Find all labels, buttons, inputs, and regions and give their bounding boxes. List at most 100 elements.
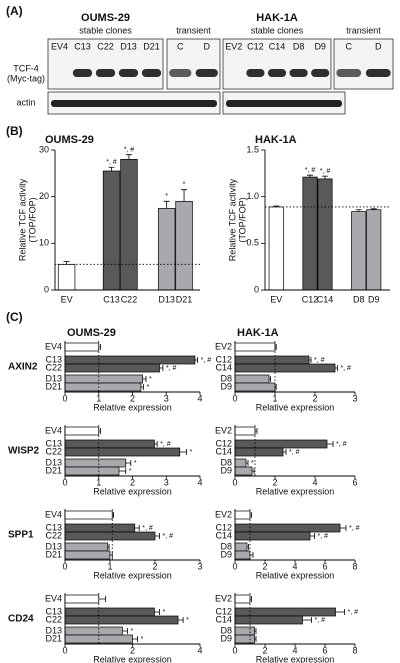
x-tick-label: 0: [232, 561, 237, 571]
x-axis-label: Relative expression: [256, 486, 335, 496]
annotation: *: [130, 628, 133, 635]
y-tick-label: C13: [45, 606, 62, 616]
error-bar: [125, 460, 132, 466]
error-bar: [194, 357, 199, 363]
annotation: *, #: [124, 147, 135, 154]
y-tick-label: D13: [45, 625, 62, 635]
band: [141, 69, 162, 77]
y-tick-label: D21: [45, 465, 62, 475]
bar: [64, 523, 136, 533]
error-bar: [355, 209, 362, 212]
y-tick-label: D8: [220, 541, 232, 551]
bar: [234, 466, 253, 476]
annotation: *: [149, 376, 152, 383]
lane-label: D: [204, 41, 211, 51]
x-tick-label: 2: [130, 477, 135, 487]
band: [336, 69, 362, 77]
panel-label: (B): [6, 124, 23, 138]
error-bar: [107, 544, 110, 550]
blot-frame: [222, 38, 332, 90]
error-bar: [154, 441, 158, 447]
y-tick-label: 20: [39, 191, 49, 201]
error-bar: [340, 525, 347, 531]
bar: [317, 178, 333, 291]
x-axis-label: Relative expression: [93, 570, 172, 580]
bar: [64, 426, 100, 436]
x-tick-label: 2: [272, 477, 277, 487]
error-bar: [269, 376, 271, 382]
y-tick-label: C13: [45, 438, 62, 448]
band: [226, 100, 342, 107]
row-label: SPP1: [8, 530, 34, 541]
band: [51, 100, 217, 107]
error-bar: [163, 200, 170, 209]
bar: [64, 594, 100, 604]
lane-label: EV2: [225, 41, 242, 51]
axis: [234, 509, 355, 561]
y-tick-label: 0.5: [246, 238, 259, 248]
chart-title: HAK-1A: [237, 327, 279, 339]
bar: [64, 342, 100, 352]
annotation: *: [147, 384, 150, 391]
row-label: AXIN2: [8, 362, 38, 373]
error-bar: [98, 596, 106, 602]
bar: [64, 374, 143, 384]
error-bar: [155, 533, 160, 539]
bar: [234, 531, 311, 541]
annotation: *, #: [315, 617, 326, 624]
error-bar: [250, 512, 252, 518]
bar: [64, 550, 111, 560]
band: [289, 69, 308, 77]
bar: [120, 158, 138, 291]
annotation: *, #: [160, 441, 171, 448]
annotation: *, #: [201, 357, 212, 364]
x-tick-label: D9: [368, 294, 380, 304]
y-tick-label: D9: [220, 549, 232, 559]
error-bar: [108, 166, 115, 171]
annotation: *, #: [320, 168, 331, 175]
x-tick-label: 6: [322, 645, 327, 655]
band: [195, 69, 218, 77]
y-tick-label: 1.5: [246, 144, 259, 154]
band: [311, 69, 330, 77]
bar: [234, 626, 255, 636]
y-tick-label: C14: [215, 362, 232, 372]
bar: [234, 355, 310, 365]
y-tick-label: EV4: [45, 593, 62, 603]
x-tick-label: 4: [197, 393, 202, 403]
lane-label: C12: [247, 41, 264, 51]
x-axis-label: Relative expression: [93, 486, 172, 496]
y-tick-label: 30: [39, 144, 49, 154]
x-axis-label: Relative expression: [256, 654, 335, 663]
y-tick-label: D8: [220, 373, 232, 383]
error-bar: [134, 525, 140, 531]
y-tick-label: C14: [215, 614, 232, 624]
bar: [234, 447, 284, 457]
x-tick-label: 1: [272, 393, 277, 403]
lane-label: D13: [120, 41, 137, 51]
error-bar: [98, 344, 101, 350]
error-bar: [154, 609, 160, 615]
x-tick-label: 0: [232, 645, 237, 655]
y-tick-label: D8: [220, 625, 232, 635]
blot-row-label: actin: [16, 97, 35, 107]
x-axis-label: Relative expression: [93, 402, 172, 412]
error-bar: [283, 449, 287, 455]
axis: [234, 341, 355, 393]
bar: [64, 355, 196, 365]
annotation: *, #: [142, 525, 153, 532]
band: [95, 69, 116, 77]
x-tick-label: D21: [176, 294, 193, 304]
error-bar: [335, 365, 338, 371]
x-tick-label: 0: [62, 393, 67, 403]
blot-row-label: (Myc-tag): [7, 73, 45, 83]
axis: [64, 341, 200, 393]
blot-row-label: TCF-4: [13, 63, 39, 73]
error-bar: [122, 628, 128, 634]
y-tick-label: D21: [45, 381, 62, 391]
bar: [351, 211, 367, 291]
annotation: *, #: [166, 365, 177, 372]
lane-label: D: [375, 41, 382, 51]
y-tick-label: C13: [45, 522, 62, 532]
y-tick-label: D13: [45, 541, 62, 551]
